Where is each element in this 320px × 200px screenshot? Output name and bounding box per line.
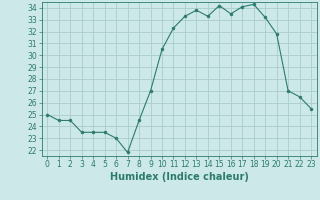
X-axis label: Humidex (Indice chaleur): Humidex (Indice chaleur) — [110, 172, 249, 182]
